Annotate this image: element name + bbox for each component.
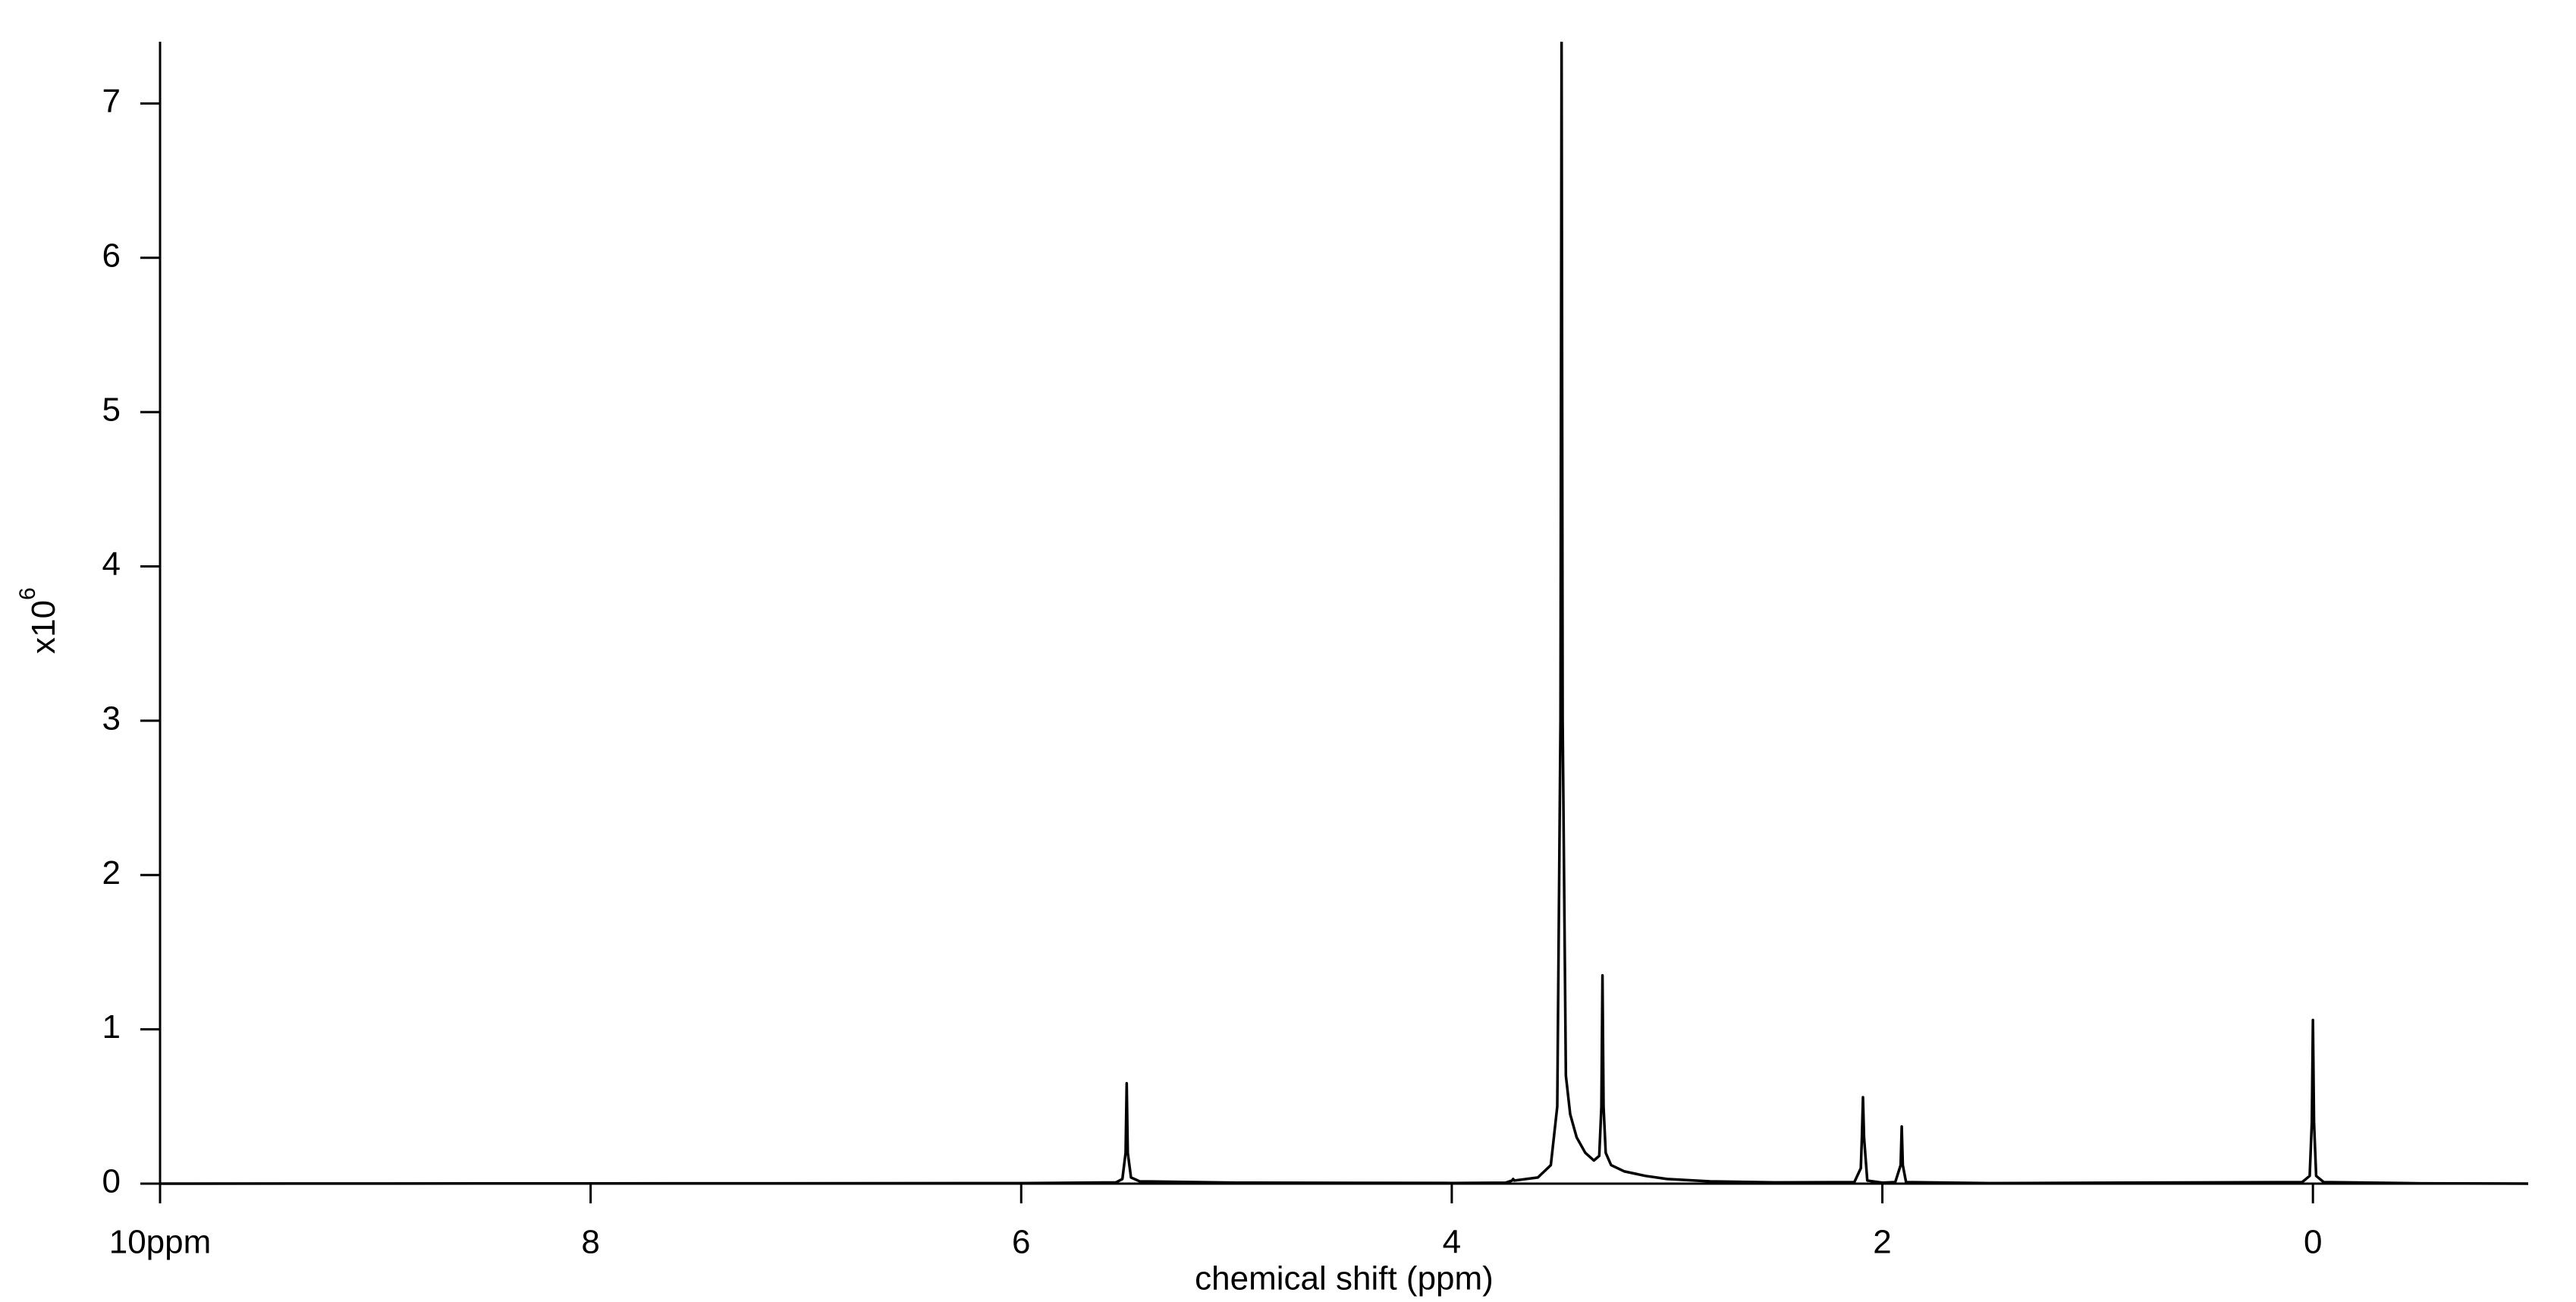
y-tick-label: 4 <box>102 546 121 583</box>
x-tick-label: 4 <box>1443 1224 1461 1261</box>
y-label-base: x10 <box>25 600 62 654</box>
y-tick-label: 5 <box>102 392 121 429</box>
x-tick-label: 10ppm <box>109 1224 212 1261</box>
x-tick-label: 8 <box>581 1224 599 1261</box>
x-tick-label: 0 <box>2304 1224 2322 1261</box>
y-tick-label: 7 <box>102 83 121 120</box>
y-tick-label: 1 <box>102 1008 121 1046</box>
y-tick-label: 2 <box>102 854 121 892</box>
y-tick-label: 0 <box>102 1163 121 1200</box>
y-axis-label: x106 <box>15 587 62 654</box>
y-tick-label: 3 <box>102 700 121 737</box>
x-tick-label: 6 <box>1012 1224 1030 1261</box>
y-tick-label: 6 <box>102 237 121 274</box>
x-axis-label: chemical shift (ppm) <box>1195 1260 1494 1297</box>
y-label-exponent: 6 <box>15 587 40 600</box>
x-tick-label: 2 <box>1873 1224 1891 1261</box>
spectrum-line <box>160 42 2528 1185</box>
